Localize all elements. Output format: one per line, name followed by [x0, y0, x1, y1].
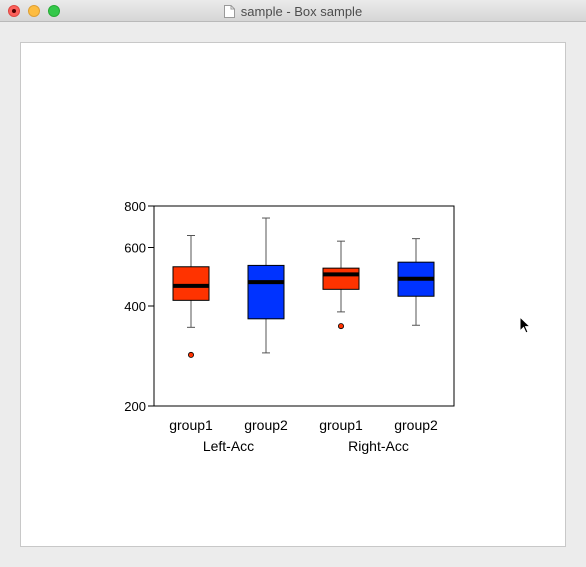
box-body	[247, 264, 285, 320]
category-label: group2	[394, 417, 438, 433]
category-label: group2	[244, 417, 288, 433]
chart-canvas: 200 400 600 800 group1 group2 group1 group2 Lef…	[20, 42, 566, 547]
chart-boxes	[172, 217, 435, 358]
window-title: sample - Box sample	[240, 3, 363, 19]
group-label: Left-Acc	[203, 438, 254, 454]
document-icon	[223, 4, 235, 18]
box-left-acc-group2	[247, 217, 285, 354]
box-body	[172, 266, 210, 301]
group-label: Right-Acc	[348, 438, 409, 454]
category-label: group1	[319, 417, 363, 433]
title-bar[interactable]: sample - Box sample	[0, 0, 586, 22]
box-body	[322, 267, 360, 290]
y-tick-label: 200	[124, 399, 146, 414]
box-left-acc-group1	[172, 235, 210, 358]
y-tick-label: 600	[124, 241, 146, 256]
box-right-acc-group1	[322, 240, 360, 330]
chart-axes: 200 400 600 800	[124, 199, 455, 414]
outlier-point	[337, 323, 344, 330]
box-plot-chart: 200 400 600 800 group1 group2 group1 group2 Lef…	[124, 199, 455, 454]
zoom-window-button[interactable]	[48, 5, 60, 17]
minimize-window-button[interactable]	[28, 5, 40, 17]
category-label: group1	[169, 417, 213, 433]
y-tick-label: 400	[124, 299, 146, 314]
outlier-point	[187, 351, 194, 358]
y-tick-label: 800	[124, 199, 146, 214]
plot-frame	[153, 205, 455, 407]
box-right-acc-group2	[397, 238, 435, 326]
chart-labels: group1 group2 group1 group2 Left-Acc Right-Ac…	[169, 417, 438, 454]
title-area: sample - Box sample	[0, 0, 586, 22]
mouse-pointer-icon	[519, 316, 531, 334]
close-window-button[interactable]	[8, 5, 20, 17]
